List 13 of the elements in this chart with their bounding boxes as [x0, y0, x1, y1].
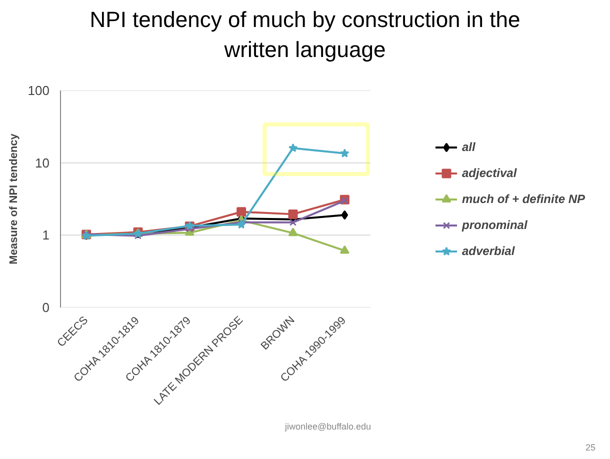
y-tick-label: 100 — [28, 83, 50, 98]
y-tick-label: 10 — [35, 155, 50, 170]
legend-label: much of + definite NP — [462, 192, 585, 206]
y-tick-label: 1 — [42, 228, 50, 243]
y-axis-title: Measure of NPI tendency — [8, 132, 20, 264]
chart-title: NPI tendency of much by construction in the written language — [90, 6, 520, 64]
text: 25 — [585, 442, 596, 452]
legend-label: adverbial — [462, 244, 515, 258]
legend-label: pronominal — [462, 218, 528, 232]
y-tick-label: 0 — [42, 300, 50, 315]
legend-label: adjectival — [462, 166, 517, 180]
text: jiwonlee@buffalo.edu — [284, 422, 372, 432]
legend-label: all — [462, 140, 476, 154]
